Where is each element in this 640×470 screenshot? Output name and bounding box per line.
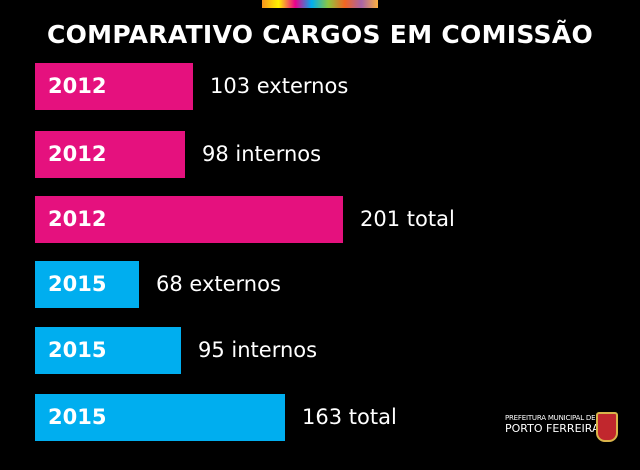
bar-year-label: 2015	[48, 405, 107, 429]
coat-of-arms-icon	[596, 412, 618, 442]
bar: 2012	[35, 63, 193, 110]
bar: 2012	[35, 196, 343, 243]
bar-year-label: 2012	[48, 207, 107, 231]
municipality-logo: PREFEITURA MUNICIPAL DE PORTO FERREIRA	[505, 414, 600, 435]
bar-value-label: 201 total	[360, 207, 455, 231]
bar-value-label: 95 internos	[198, 338, 318, 362]
bar-value-label: 98 internos	[202, 142, 322, 166]
bar-year-label: 2012	[48, 74, 107, 98]
logo-line1: PREFEITURA MUNICIPAL DE	[505, 414, 596, 422]
bar: 2015	[35, 327, 181, 374]
bar-value-label: 68 externos	[156, 272, 281, 296]
bar: 2012	[35, 131, 185, 178]
bar-year-label: 2015	[48, 338, 107, 362]
bar: 2015	[35, 261, 139, 308]
bar-year-label: 2015	[48, 272, 107, 296]
bar-value-label: 163 total	[302, 405, 397, 429]
logo-line2: PORTO FERREIRA	[505, 422, 600, 435]
bar-value-label: 103 externos	[210, 74, 349, 98]
bar-year-label: 2012	[48, 142, 107, 166]
bar: 2015	[35, 394, 285, 441]
chart-title: COMPARATIVO CARGOS EM COMISSÃO	[46, 20, 594, 49]
decorative-triangle-strip	[262, 0, 378, 8]
